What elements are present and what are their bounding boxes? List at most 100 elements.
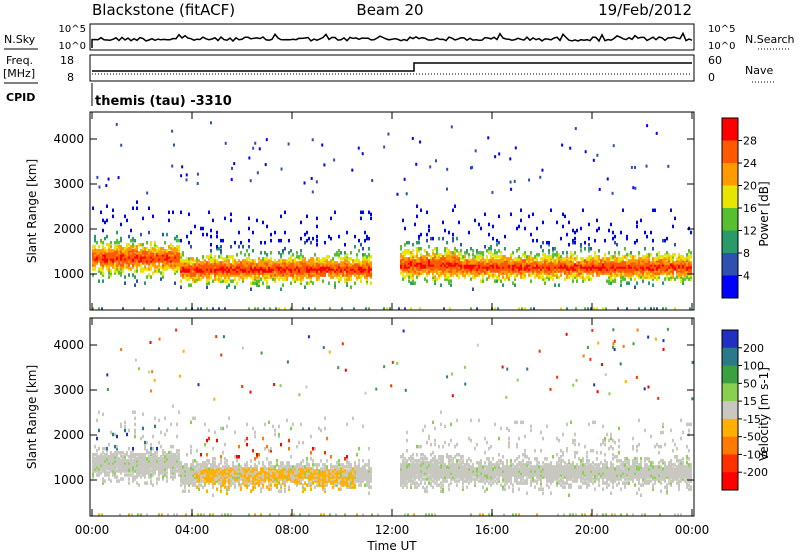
heatmap-cell: [348, 275, 350, 279]
heatmap-cell: [368, 265, 370, 269]
heatmap-cell: [178, 410, 180, 414]
heatmap-cell: [288, 473, 290, 477]
heatmap-cell: [682, 265, 684, 269]
heatmap-cell: [332, 267, 334, 271]
heatmap-cell: [164, 471, 166, 475]
heatmap-cell: [300, 461, 302, 465]
heatmap-cell: [176, 251, 178, 255]
heatmap-cell: [222, 475, 224, 479]
heatmap-cell: [270, 469, 272, 473]
heatmap-cell: [126, 242, 128, 247]
heatmap-cell: [164, 263, 166, 267]
heatmap-cell: [300, 220, 302, 225]
heatmap-cell: [322, 267, 324, 271]
heatmap-cell: [232, 477, 234, 481]
heatmap-cell: [114, 471, 116, 475]
heatmap-cell: [168, 247, 170, 251]
heatmap-cell: [592, 267, 594, 271]
heatmap-cell: [324, 477, 326, 481]
heatmap-cell: [228, 469, 230, 473]
heatmap-cell: [544, 281, 546, 285]
heatmap-cell: [334, 473, 336, 477]
heatmap-cell: [100, 463, 102, 467]
heatmap-cell: [212, 265, 214, 269]
heatmap-cell: [622, 271, 624, 275]
heatmap-cell: [492, 265, 494, 269]
heatmap-cell: [404, 275, 406, 279]
heatmap-cell: [168, 265, 170, 269]
heatmap-cell: [246, 265, 248, 269]
heatmap-cell: [464, 275, 466, 279]
heatmap-cell: [458, 267, 460, 271]
heatmap-cell: [318, 263, 320, 267]
heatmap-cell: [328, 479, 330, 483]
heatmap-cell: [192, 277, 194, 281]
heatmap-cell: [278, 475, 280, 479]
heatmap-cell: [128, 253, 130, 257]
heatmap-cell: [348, 267, 350, 271]
heatmap-cell: [672, 255, 674, 259]
heatmap-cell: [106, 251, 108, 255]
heatmap-cell: [162, 465, 164, 469]
heatmap-cell: [648, 259, 650, 263]
heatmap-cell: [448, 279, 450, 283]
heatmap-cell: [190, 448, 192, 453]
power-heatmap: [92, 121, 692, 311]
heatmap-cell: [240, 240, 242, 245]
heatmap-cell: [678, 253, 680, 257]
heatmap-cell: [134, 257, 136, 261]
heatmap-cell: [258, 283, 260, 287]
heatmap-cell: [204, 265, 206, 269]
heatmap-cell: [306, 463, 308, 467]
heatmap-cell: [452, 273, 454, 277]
heatmap-cell: [326, 473, 328, 477]
heatmap-cell: [306, 214, 308, 219]
heatmap-cell: [294, 477, 296, 481]
heatmap-cell: [102, 218, 104, 223]
heatmap-cell: [458, 263, 460, 267]
heatmap-cell: [210, 275, 212, 279]
heatmap-cell: [108, 257, 110, 261]
heatmap-cell: [678, 267, 680, 271]
heatmap-cell: [198, 273, 200, 277]
heatmap-cell: [584, 247, 586, 251]
heatmap-cell: [406, 267, 408, 271]
heatmap-cell: [162, 450, 164, 455]
heatmap-cell: [310, 475, 312, 479]
heatmap-cell: [300, 271, 302, 275]
heatmap-cell: [354, 269, 356, 273]
heatmap-cell: [616, 273, 618, 277]
heatmap-cell: [538, 273, 540, 277]
heatmap-cell: [444, 261, 446, 265]
heatmap-cell: [292, 479, 294, 483]
heatmap-cell: [480, 261, 482, 265]
heatmap-cell: [364, 265, 366, 269]
heatmap-cell: [320, 269, 322, 273]
heatmap-cell: [356, 271, 358, 275]
heatmap-cell: [550, 271, 552, 275]
heatmap-cell: [148, 267, 150, 271]
heatmap-cell: [278, 259, 280, 263]
heatmap-cell: [158, 307, 160, 311]
heatmap-cell: [238, 263, 240, 267]
heatmap-cell: [542, 257, 544, 261]
heatmap-cell: [124, 424, 126, 429]
heatmap-cell: [356, 267, 358, 271]
heatmap-cell: [212, 218, 214, 223]
heatmap-cell: [454, 269, 456, 273]
heatmap-cell: [98, 279, 100, 283]
heatmap-cell: [160, 467, 162, 471]
heatmap-cell: [262, 271, 264, 275]
heatmap-cell: [686, 263, 688, 267]
heatmap-cell: [438, 236, 440, 241]
heatmap-cell: [422, 261, 424, 265]
heatmap-cell: [320, 469, 322, 473]
nsearch-tick-bottom: 10^0: [708, 41, 735, 52]
heatmap-cell: [132, 459, 134, 463]
heatmap-cell: [424, 277, 426, 281]
heatmap-cell: [144, 247, 146, 251]
heatmap-cell: [104, 457, 106, 461]
heatmap-cell: [364, 271, 366, 275]
heatmap-cell: [180, 475, 182, 479]
heatmap-cell: [222, 465, 224, 469]
